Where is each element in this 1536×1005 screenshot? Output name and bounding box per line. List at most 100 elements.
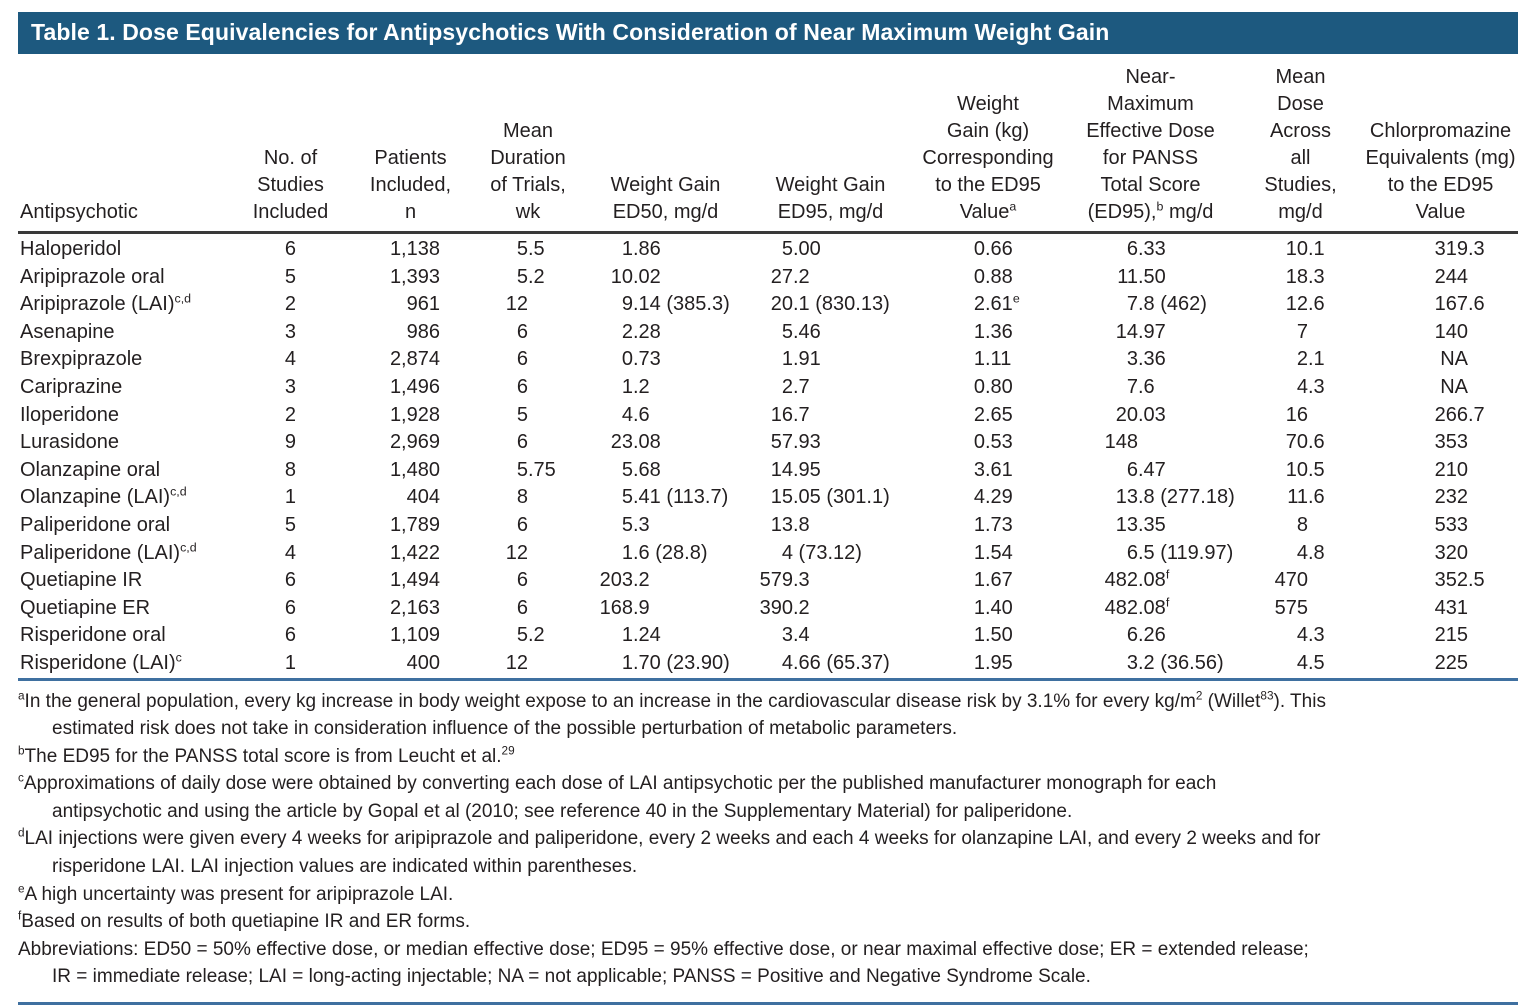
table-cell: 140 [1434,320,1468,343]
table-cell: 1,138 [389,238,440,260]
drug-name-cell: Brexpiprazole [20,348,143,371]
column-header: Near- Maximum Effective Dose for PANSS T… [1063,60,1238,234]
footnote-c: cApproximations of daily dose were obtai… [18,771,1217,822]
superscript: c,d [180,539,197,554]
table-cell: 232 [1434,486,1468,509]
table-cell: 320 [1434,541,1468,564]
table-cell: 353 [1434,431,1468,454]
table-cell: 5.41 (113.7) [621,486,729,509]
table-cell: 1,494 [389,569,440,592]
table-row: Brexpiprazole 4 2,874 6 0.73 1.91 1.11 3.36 2.1 N… [18,346,1518,374]
superscript: c,d [170,484,187,499]
table-cell: 352.5 [1434,569,1485,592]
table-cell: 390.2 [759,596,810,619]
table-cell: 225 [1434,651,1468,674]
table-cell: 6.33 [1126,238,1166,260]
table-row: Paliperidone oral 5 1,789 6 5.3 13.8 1.73 13.35… [18,512,1518,540]
drug-name-cell: Risperidone oral [20,624,166,647]
table-cell: 1.73 [973,513,1013,536]
table-cell: 10.5 [1285,458,1325,481]
table-row: Quetiapine ER 6 2,163 6 168.9 390.2 1.40 482.08… [18,595,1518,623]
table-cell: 6 [516,513,528,536]
table-cell: 1.6 (28.8) [621,541,708,564]
table-cell: 1,928 [389,403,440,426]
superscript: e [1012,291,1020,306]
table-cell: 14.97 [1115,320,1166,343]
table-cell: 8 [516,486,528,509]
table-cell: 70.6 [1285,431,1325,454]
drug-name-cell: Quetiapine ER [20,596,151,619]
table-cell: 5 [284,513,296,536]
column-header: Weight Gain ED95, mg/d [748,60,913,234]
superscript: c,d [174,291,192,306]
table-cell: 12 [505,651,528,674]
table-cell: 0.80 [973,375,1013,398]
table-cell: 400 [406,651,440,674]
table-body: Haloperidol 6 1,138 5.5 1.86 5.00 0.66 6.33 10.1… [18,233,1518,679]
table-cell: 3 [284,375,296,398]
table-cell: 12 [505,293,528,316]
drug-name-cell: Aripiprazole oral [20,265,165,288]
table-cell: 961 [406,293,440,316]
table-cell: 4.6 [621,403,650,426]
table-cell: 431 [1434,596,1468,619]
table-cell: 1,789 [389,513,440,536]
table-cell: 7 [1296,320,1308,343]
table-cell: 533 [1434,513,1468,536]
drug-name-cell: Olanzapine (LAI)c,d [20,484,187,509]
table-row: Risperidone (LAI)c 1 400 12 1.70 (23.90) 4.66… [18,650,1518,679]
table-cell: 1.11 [973,348,1012,371]
table-cell: 16 [1285,403,1308,426]
table-cell: 5.46 [781,320,821,343]
table-cell: 8 [284,458,296,481]
table-cell: 4.29 [973,486,1013,509]
table-cell: 1,480 [389,458,440,481]
table-cell: 244 [1434,265,1468,288]
table-row: Aripiprazole oral 5 1,393 5.2 10.02 27.2 0.88 1… [18,264,1518,292]
drug-name-cell: Aripiprazole (LAI)c,d [20,291,192,316]
footnote-marker: f [18,909,22,923]
footnote-marker: a [18,689,25,703]
footnotes: aIn the general population, every kg inc… [18,688,1518,992]
table-cell: 13.35 [1115,513,1166,536]
table-row: Olanzapine oral 8 1,480 5.75 5.68 14.95 3.61 6.… [18,457,1518,485]
drug-name-cell: Quetiapine IR [20,569,143,592]
table-cell: 167.6 [1434,293,1485,316]
footnote-marker: c [18,771,24,785]
table-cell: 2.65 [973,403,1013,426]
table-cell: 986 [406,320,440,343]
table-cell: 5.68 [621,458,661,481]
drug-name-cell: Risperidone (LAI)c [20,650,182,674]
table-cell: 1,109 [389,624,440,647]
superscript: f [1165,595,1170,610]
table-cell: 7.8 (462) [1126,293,1207,316]
table-cell: 5.5 [516,238,545,260]
table-cell: 6 [516,375,528,398]
table-cell: 1,496 [389,375,440,398]
table-cell: 11.50 [1117,265,1166,288]
table-cell: 1.2 [621,375,650,398]
table-cell: 3.4 [781,624,810,647]
footnote-e: eA high uncertainty was present for arip… [18,882,454,905]
table-cell: 6 [516,596,528,619]
table-cell: 12.6 [1285,293,1325,316]
table-cell: 203.2 [599,569,650,592]
table-cell: 2,874 [389,348,440,371]
table-cell: 23.08 [610,431,661,454]
table-cell: 1.50 [973,624,1013,647]
table-title: Table 1. Dose Equivalencies for Antipsyc… [31,19,1110,45]
drug-name-cell: Lurasidone [20,431,119,454]
table-cell: 215 [1434,624,1468,647]
superscript: f [1165,567,1170,582]
footnote-a: aIn the general population, every kg inc… [18,689,1326,740]
table-cell: 6.5 (119.97) [1126,541,1234,564]
table-cell: 482.08f [1104,595,1170,619]
table-cell: 57.93 [770,431,821,454]
table-cell: 6 [284,569,296,592]
footnote-d: dLAI injections were given every 4 weeks… [18,827,1321,878]
footnote-marker: e [18,882,25,896]
table-cell: 1.67 [973,569,1013,592]
drug-name-cell: Paliperidone (LAI)c,d [20,539,197,564]
table-cell: 5.2 [516,265,545,288]
table-cell: 3.61 [973,458,1013,481]
